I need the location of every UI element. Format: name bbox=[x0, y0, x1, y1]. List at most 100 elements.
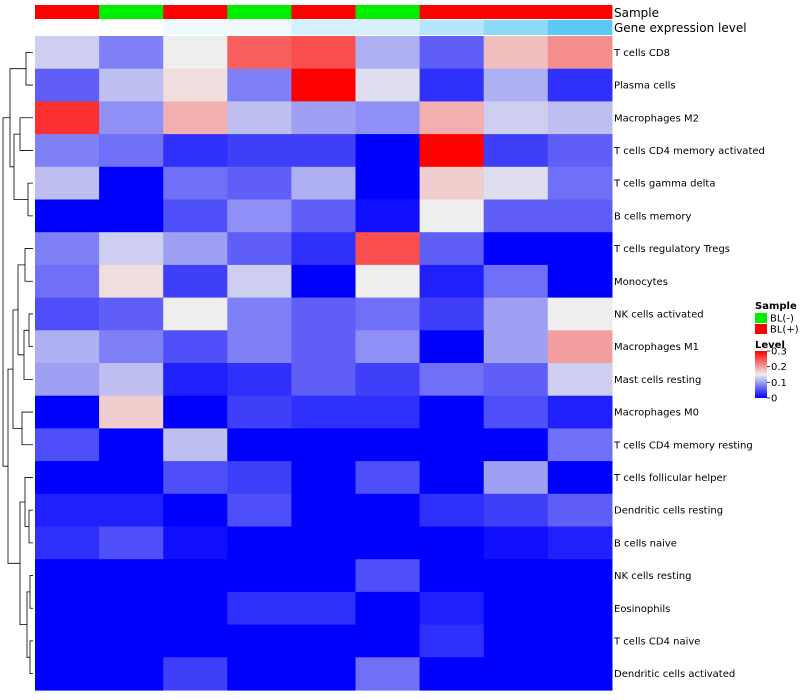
heatmap-cell bbox=[227, 624, 292, 658]
heatmap-cell bbox=[35, 264, 100, 299]
dendrogram-branch bbox=[28, 509, 33, 544]
sample-annotation-cell bbox=[291, 5, 356, 19]
heatmap-cell bbox=[483, 461, 549, 495]
heatmap-cell bbox=[35, 36, 100, 70]
heatmap-cell bbox=[163, 166, 228, 201]
heatmap-cell bbox=[547, 68, 613, 102]
heatmap-cell bbox=[547, 559, 613, 593]
heatmap-cell bbox=[99, 657, 164, 691]
dendrogram-branch bbox=[13, 133, 28, 200]
heatmap-cell bbox=[99, 330, 164, 364]
heatmap-cell bbox=[483, 68, 549, 102]
heatmap-cell bbox=[99, 428, 164, 462]
heatmap-cell bbox=[291, 134, 357, 168]
heatmap-cell bbox=[419, 493, 485, 528]
heatmap-cell bbox=[291, 559, 357, 593]
heatmap-cell bbox=[227, 363, 292, 397]
dendrogram-branch bbox=[19, 117, 33, 151]
heatmap-cell bbox=[163, 624, 228, 658]
heatmap-cell bbox=[547, 101, 613, 135]
heatmap-cell bbox=[163, 395, 228, 429]
heatmap-cell bbox=[483, 657, 549, 691]
row-label: Monocytes bbox=[614, 277, 668, 288]
heatmap-cell bbox=[419, 363, 485, 397]
heatmap-cell bbox=[547, 461, 613, 495]
expression-annotation-cell bbox=[227, 20, 292, 35]
heatmap-cell bbox=[163, 559, 228, 593]
heatmap-cell bbox=[355, 624, 421, 658]
heatmap-cell bbox=[547, 363, 613, 397]
heatmap-cell bbox=[163, 428, 228, 462]
sample-annotation-cell bbox=[99, 5, 164, 19]
heatmap-cell bbox=[227, 101, 292, 135]
heatmap-cell bbox=[483, 134, 549, 168]
heatmap-cell bbox=[227, 493, 292, 528]
heatmap-cell bbox=[99, 134, 164, 168]
dendrogram-branch bbox=[28, 313, 33, 348]
heatmap-cell bbox=[99, 591, 164, 626]
heatmap-cell bbox=[483, 559, 549, 593]
legend-sample-swatch bbox=[755, 324, 767, 334]
heatmap-cell bbox=[355, 395, 421, 429]
heatmap-cell bbox=[227, 657, 292, 691]
heatmap-cell bbox=[163, 493, 228, 528]
heatmap-cell bbox=[99, 297, 164, 331]
heatmap-cell bbox=[227, 395, 292, 429]
heatmap-cell bbox=[163, 68, 228, 102]
heatmap-cell bbox=[419, 232, 485, 266]
row-label: T cells gamma delta bbox=[613, 179, 715, 190]
heatmap-cell bbox=[419, 68, 485, 102]
row-labels: T cells CD8 Plasma cells Macrophages M2 T c… bbox=[613, 48, 765, 680]
heatmap-cell bbox=[483, 101, 549, 135]
row-label: Macrophages M0 bbox=[614, 408, 699, 419]
heatmap-cell bbox=[227, 526, 292, 560]
heatmap-cell bbox=[483, 493, 549, 528]
heatmap-cell bbox=[419, 101, 485, 135]
row-label: B cells naive bbox=[614, 538, 677, 549]
heatmap-cell bbox=[99, 264, 164, 299]
sample-annotation-cell bbox=[355, 5, 421, 19]
heatmap-cell bbox=[483, 624, 549, 658]
dendrogram-branch bbox=[27, 182, 33, 217]
heatmap-cell bbox=[227, 330, 292, 364]
heatmap-cell bbox=[547, 428, 613, 462]
heatmap-cell bbox=[419, 199, 485, 233]
row-label: T cells regulatory Tregs bbox=[613, 244, 730, 255]
heatmap-cell bbox=[99, 68, 164, 102]
legend-sample-swatch bbox=[755, 313, 767, 323]
heatmap-cell bbox=[163, 264, 228, 299]
heatmap-cell bbox=[227, 591, 292, 626]
heatmap-cell bbox=[355, 166, 421, 201]
heatmap-cell bbox=[291, 232, 357, 266]
heatmap-cell bbox=[227, 559, 292, 593]
heatmap-cell bbox=[291, 297, 357, 331]
row-label: Dendritic cells resting bbox=[614, 506, 723, 517]
heatmap-cell bbox=[163, 330, 228, 364]
dendrogram-branch bbox=[7, 368, 20, 564]
heatmap-cell bbox=[291, 493, 357, 528]
sample-annotation-bar bbox=[35, 5, 613, 19]
heatmap-cell bbox=[483, 526, 549, 560]
heatmap-cell bbox=[419, 297, 485, 331]
dendrogram-branch bbox=[25, 51, 33, 86]
heatmap-cell bbox=[227, 199, 292, 233]
row-label: T cells CD4 memory activated bbox=[613, 146, 765, 157]
heatmap-cell bbox=[163, 297, 228, 331]
heatmap-cell bbox=[419, 591, 485, 626]
heatmap-cell bbox=[483, 330, 549, 364]
heatmap-cell bbox=[419, 134, 485, 168]
heatmap-cell bbox=[227, 297, 292, 331]
heatmap-cell bbox=[483, 363, 549, 397]
dendrogram-branch bbox=[19, 501, 27, 625]
heatmap-cell bbox=[99, 199, 164, 233]
heatmap-cell bbox=[483, 297, 549, 331]
dendrogram-branch bbox=[24, 248, 33, 282]
heatmap-cell bbox=[163, 134, 228, 168]
heatmap-cell bbox=[419, 395, 485, 429]
heatmap-cell bbox=[291, 101, 357, 135]
sample-annotation-cell bbox=[547, 5, 613, 19]
expression-annotation-cell bbox=[355, 20, 421, 35]
heatmap-cell bbox=[291, 591, 357, 626]
expression-annotation-cell bbox=[291, 20, 356, 35]
heatmap-cell bbox=[291, 36, 357, 70]
